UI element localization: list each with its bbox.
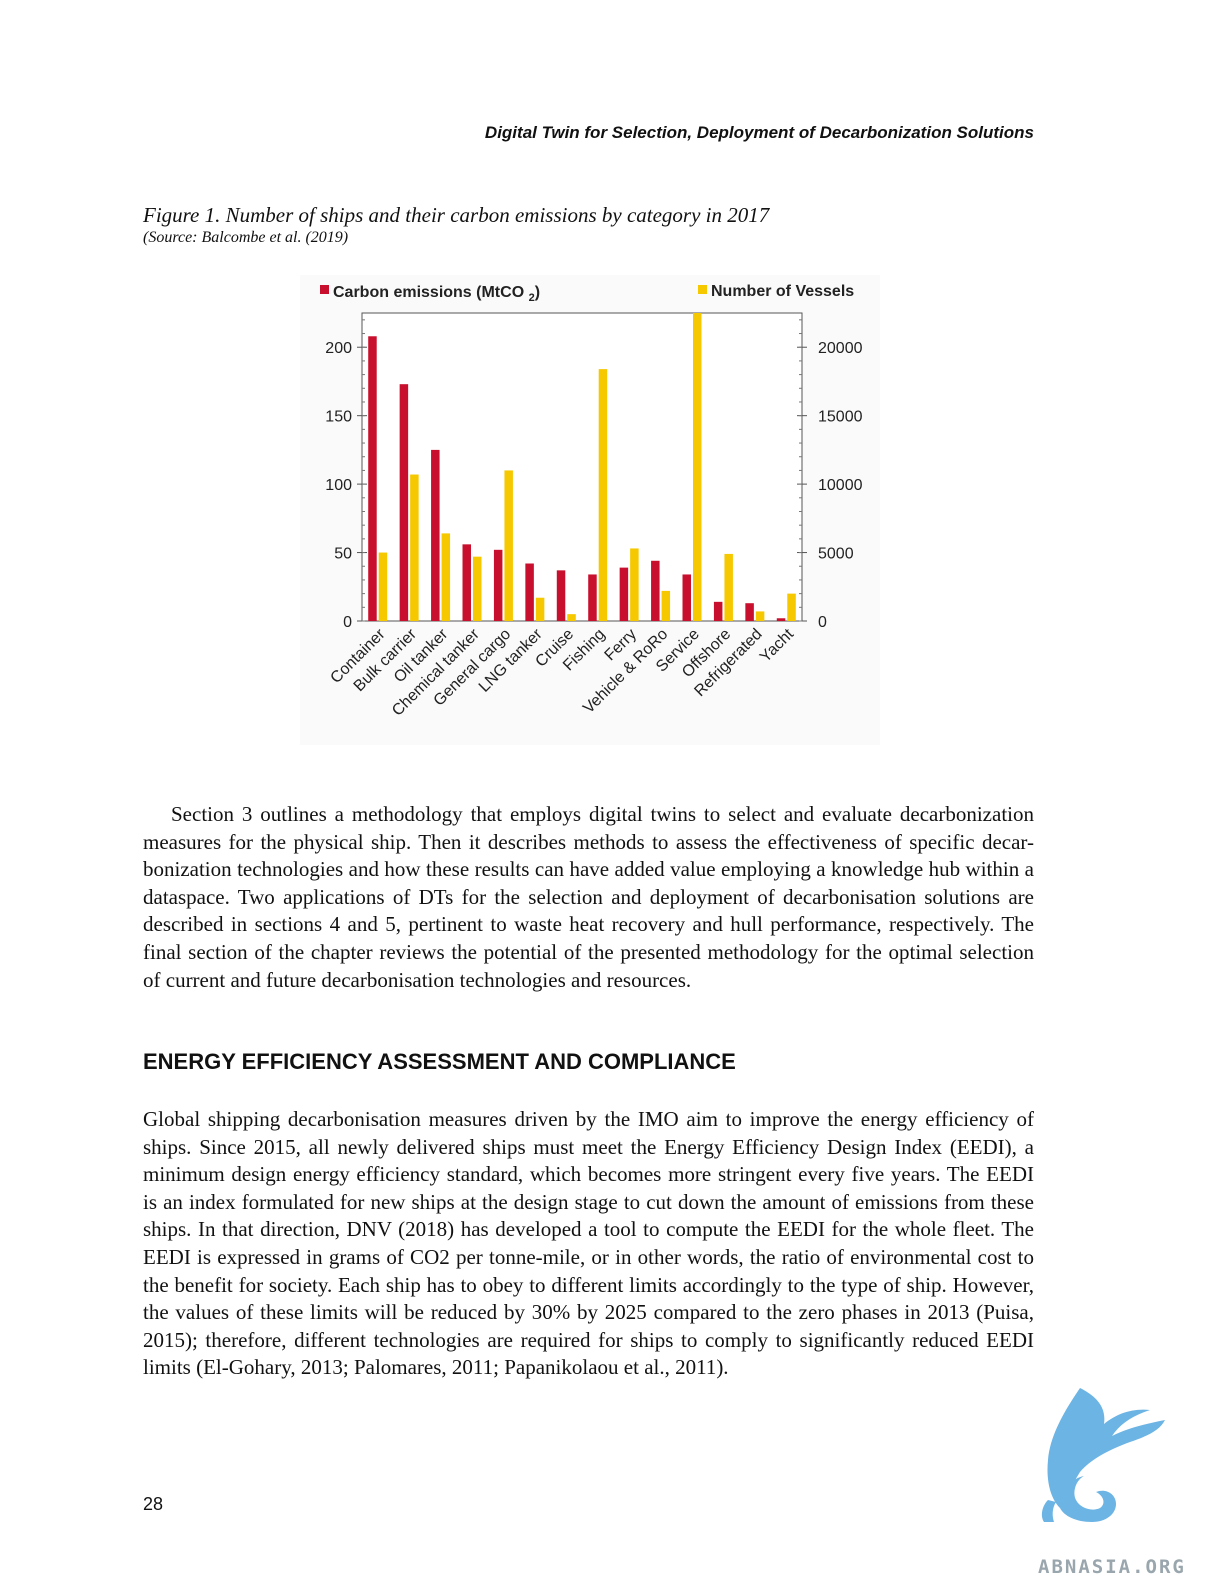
bar-emissions xyxy=(462,544,471,621)
bar-emissions xyxy=(525,563,534,621)
bar-vessels xyxy=(535,597,545,621)
bar-emissions xyxy=(651,560,660,621)
bar-vessels xyxy=(693,313,702,621)
bar-vessels xyxy=(598,369,608,621)
right-tick-label: 20000 xyxy=(818,340,863,357)
left-tick-label: 150 xyxy=(325,409,352,426)
bar-emissions xyxy=(682,574,691,621)
right-tick-label: 15000 xyxy=(818,409,863,426)
legend-swatch-emissions xyxy=(320,285,329,294)
bar-vessels xyxy=(787,593,796,621)
legend-label-emissions: Carbon emissions (MtCO 2) xyxy=(333,284,540,304)
bar-emissions xyxy=(431,449,440,621)
body-paragraph-2: Global shipping decarbonisation measures… xyxy=(143,1107,1034,1380)
legend-subscript: 2 xyxy=(529,292,535,304)
left-tick-label: 100 xyxy=(325,477,352,494)
right-tick-label: 10000 xyxy=(818,477,863,494)
running-header: Digital Twin for Selection, Deployment o… xyxy=(484,123,1034,142)
bar-chart: Carbon emissions (MtCO 2) Number of Vess… xyxy=(300,275,880,745)
chart-legend: Carbon emissions (MtCO 2) Number of Vess… xyxy=(320,283,854,304)
bar-emissions xyxy=(713,601,723,621)
bar-emissions xyxy=(776,618,786,621)
bar-vessels xyxy=(378,552,388,621)
legend-label-vessels: Number of Vessels xyxy=(711,283,854,300)
bar-emissions xyxy=(619,567,629,621)
legend-vessels-text: Number of Vessels xyxy=(711,283,854,300)
bar-emissions xyxy=(588,574,597,621)
bar-emissions xyxy=(368,336,377,621)
bar-vessels xyxy=(504,470,513,621)
plot-frame xyxy=(361,312,803,622)
bar-emissions xyxy=(399,384,409,621)
bar-vessels xyxy=(630,548,639,621)
bar-vessels xyxy=(755,611,765,621)
figure-caption: Figure 1. Number of ships and their carb… xyxy=(143,203,770,227)
bar-vessels xyxy=(441,533,451,621)
legend-swatch-vessels xyxy=(698,285,707,294)
right-tick-label: 5000 xyxy=(818,546,854,563)
section-heading: ENERGY EFFICIENCY ASSESSMENT AND COMPLIA… xyxy=(143,1049,736,1074)
page-number: 28 xyxy=(143,1494,164,1514)
right-tick-label: 0 xyxy=(818,614,827,631)
left-tick-label: 50 xyxy=(334,546,352,563)
bar-vessels xyxy=(473,556,482,621)
figure-source: (Source: Balcombe et al. (2019) xyxy=(143,229,349,246)
bar-vessels xyxy=(567,614,576,621)
plot-area: 05010015020005000100001500020000Containe… xyxy=(325,312,863,720)
body-paragraph-1: Section 3 outlines a methodology that em… xyxy=(143,802,1034,992)
bar-emissions xyxy=(745,603,754,621)
legend-emissions-text: Carbon emissions (MtCO xyxy=(333,284,524,301)
left-tick-label: 200 xyxy=(325,340,352,357)
bar-emissions xyxy=(556,570,566,621)
bar-vessels xyxy=(724,553,733,621)
legend-suffix: ) xyxy=(535,284,540,301)
griffin-logo-icon xyxy=(1041,1388,1165,1522)
bar-emissions xyxy=(493,549,503,621)
bar-vessels xyxy=(661,590,671,621)
left-tick-label: 0 xyxy=(343,614,352,631)
bar-vessels xyxy=(410,474,419,621)
watermark-text: ABNASIA.ORG xyxy=(1038,1556,1186,1578)
